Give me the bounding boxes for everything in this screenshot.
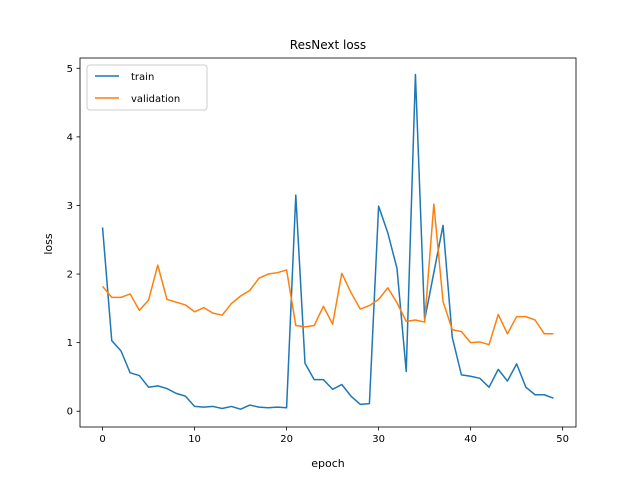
y-tick-label: 3 — [67, 201, 73, 212]
x-tick-label: 50 — [556, 434, 569, 445]
y-tick-label: 2 — [67, 270, 73, 281]
plot-frame — [79, 57, 577, 428]
series-line-train — [101, 73, 554, 410]
plot-background — [80, 58, 576, 427]
x-tick-label: 30 — [372, 434, 385, 445]
x-tick-label: 40 — [464, 434, 477, 445]
series-line-validation — [101, 203, 554, 346]
y-axis-label: loss — [42, 233, 55, 255]
x-tick-label: 20 — [280, 434, 293, 445]
legend: train validation — [86, 64, 208, 111]
legend-label-train: train — [131, 72, 154, 83]
plot-area — [79, 57, 577, 428]
legend-label-validation: validation — [131, 94, 180, 105]
x-axis-label: epoch — [311, 457, 345, 470]
y-tick-label: 0 — [67, 407, 73, 418]
y-tick-label: 1 — [67, 338, 73, 349]
x-tick-label: 10 — [188, 434, 201, 445]
y-tick-label: 4 — [67, 132, 73, 143]
chart-title: ResNext loss — [290, 38, 366, 52]
x-tick-label: 0 — [99, 434, 105, 445]
axis-ticks: 0 10 20 30 40 50 0 1 2 3 4 5 — [67, 64, 569, 445]
y-tick-label: 5 — [67, 64, 73, 75]
